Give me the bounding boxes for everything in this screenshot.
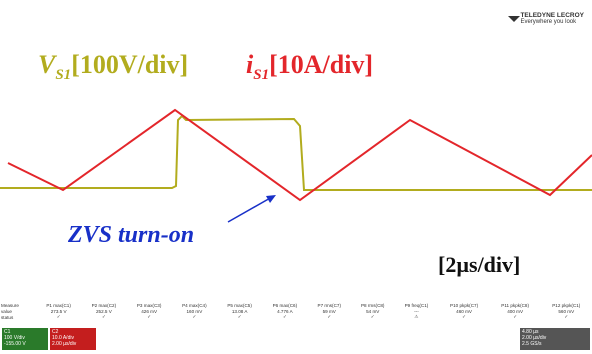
measure-cell: ✓ [308,314,351,320]
voltage-trace [0,116,592,190]
brand: TELEDYNE LECROY [520,12,584,19]
measure-cell: ✓ [262,314,307,320]
scale: [100V/div] [71,50,188,79]
zvs-label: ZVS turn-on [68,222,194,249]
measure-cell: ✓ [541,314,592,320]
tagline: Everywhere you look [520,19,576,25]
measure-cell: ⚠ [394,314,438,320]
measure-cell: ✓ [490,314,541,320]
zvs-arrow [228,197,272,222]
measure-cell: ✓ [127,314,172,320]
timebase-rate: 2.5 GS/s [522,341,588,347]
timebase-label: [2µs/div] [438,252,520,278]
page: {"logo":{"brand":"TELEDYNE LECROY","tagl… [0,0,592,354]
logo-icon [508,16,520,22]
row-label: status [0,314,36,320]
measure-row: status✓✓✓✓✓✓✓✓⚠✓✓✓ [0,314,592,320]
subscript: S1 [55,67,71,83]
voltage-label: VS1[100V/div] [38,50,188,84]
measure-cell: ✓ [217,314,262,320]
measure-cell: ✓ [351,314,394,320]
measure-cell: ✓ [172,314,217,320]
symbol: V [38,50,55,79]
channel-offset: 2.00 µs/div [52,341,94,347]
scale: [10A/div] [269,50,373,79]
current-label: iS1[10A/div] [246,50,373,84]
measure-cell: ✓ [438,314,489,320]
measure-cell: ✓ [36,314,81,320]
subscript: S1 [253,67,269,83]
channel-offset: -155.00 V [4,341,46,347]
measure-cell: ✓ [81,314,126,320]
current-trace [8,110,592,200]
